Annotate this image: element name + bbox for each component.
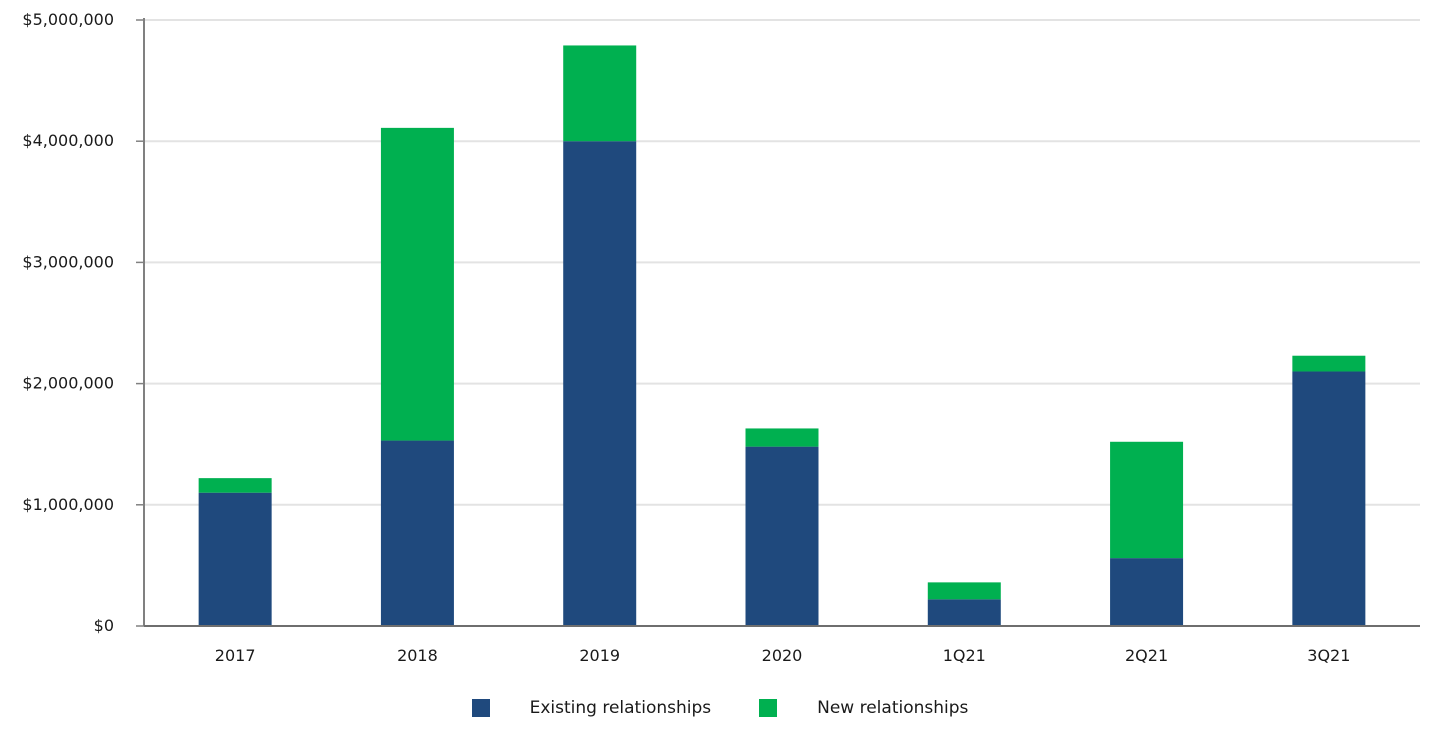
legend-swatch-new — [759, 699, 778, 717]
y-tick-label: $2,000,000 — [22, 374, 114, 393]
bar-existing-2019 — [563, 141, 637, 626]
bar-existing-2Q21 — [1110, 558, 1184, 626]
legend: Existing relationships New relationships — [0, 690, 1440, 726]
y-tick-label: $3,000,000 — [22, 252, 114, 271]
x-tick-label: 1Q21 — [943, 646, 986, 665]
y-tick-label: $5,000,000 — [22, 10, 114, 29]
x-tick-label: 2018 — [397, 646, 438, 665]
legend-swatch-existing — [471, 699, 490, 717]
bar-existing-2017 — [198, 492, 272, 626]
bar-new-2017 — [198, 478, 272, 493]
bars — [198, 45, 1366, 626]
bar-new-1Q21 — [927, 582, 1001, 600]
x-tick-label: 2017 — [215, 646, 256, 665]
x-tick-label: 2019 — [579, 646, 620, 665]
y-tick-label: $4,000,000 — [22, 131, 114, 150]
legend-item-new: New relationships — [759, 698, 968, 718]
legend-label-existing: Existing relationships — [529, 698, 712, 718]
bar-existing-1Q21 — [927, 599, 1001, 626]
x-tick-label: 2Q21 — [1125, 646, 1168, 665]
x-tick-labels: 2017 2018 2019 2020 1Q21 2Q21 3Q21 — [215, 646, 1351, 665]
bar-new-2020 — [745, 428, 819, 447]
x-tick-label: 2020 — [762, 646, 803, 665]
legend-item-existing: Existing relationships — [471, 698, 712, 718]
y-tick-label: $1,000,000 — [22, 495, 114, 514]
y-tick-label: $0 — [94, 616, 114, 635]
x-tick-label: 3Q21 — [1307, 646, 1350, 665]
bar-new-2019 — [563, 45, 637, 142]
legend-label-new: New relationships — [817, 698, 969, 718]
bar-new-2018 — [380, 127, 454, 441]
bar-new-2Q21 — [1110, 441, 1184, 559]
axes — [143, 18, 1420, 627]
y-tick-labels: $0 $1,000,000 $2,000,000 $3,000,000 $4,000,0… — [22, 10, 114, 635]
bar-existing-3Q21 — [1292, 371, 1366, 626]
bar-existing-2018 — [380, 440, 454, 626]
bar-new-3Q21 — [1292, 355, 1366, 372]
bar-existing-2020 — [745, 446, 819, 626]
grid-lines — [136, 19, 1420, 627]
